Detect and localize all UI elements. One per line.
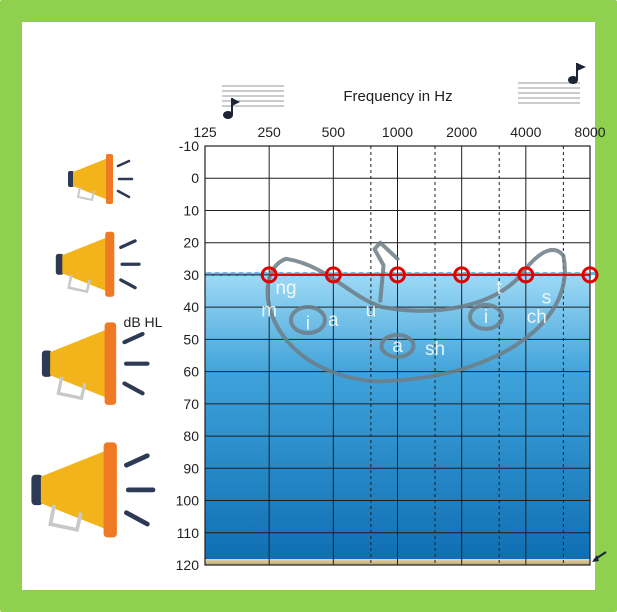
y-tick-labels: -10 0 10 20 30 40 50 60 70 80 90 100 110 120 <box>176 138 200 573</box>
grid-lines <box>204 145 591 566</box>
y-tick-label: 0 <box>191 170 199 186</box>
y-tick-label: -10 <box>179 138 199 154</box>
x-tick-label: 125 <box>193 124 217 140</box>
speech-sound-label: i <box>484 307 488 328</box>
x-tick-labels: 125 250 500 1000 2000 4000 8000 <box>193 124 605 140</box>
megaphone-icon <box>55 231 141 297</box>
y-tick-label: 50 <box>183 331 199 347</box>
y-tick-label: 120 <box>176 557 200 573</box>
speech-sound-label: ch <box>527 307 547 328</box>
y-tick-label: 10 <box>183 202 199 218</box>
y-tick-label: 90 <box>183 460 199 476</box>
speech-sound-label: a <box>328 310 339 331</box>
megaphone-column <box>31 154 156 538</box>
y-tick-label: 100 <box>176 493 200 509</box>
x-axis-label: Frequency in Hz <box>343 88 452 105</box>
speech-sound-label: u <box>366 300 377 321</box>
speech-sound-label: t <box>497 278 503 299</box>
vowel-circle-i <box>288 305 327 336</box>
banana-outline <box>265 248 567 384</box>
speech-banana <box>265 240 567 384</box>
vowel-circle-i-2 <box>467 302 504 331</box>
y-axis-label: dB HL <box>124 314 163 330</box>
y-tick-label: 40 <box>183 299 199 315</box>
y-tick-label: 60 <box>183 364 199 380</box>
banana-hook <box>372 240 400 303</box>
threshold-marker <box>453 266 471 284</box>
y-tick-label: 20 <box>183 235 199 251</box>
y-tick-label: 70 <box>183 396 199 412</box>
y-tick-label: 110 <box>177 525 200 541</box>
megaphone-icon <box>41 322 150 405</box>
speech-sound-label: s <box>542 287 552 308</box>
x-tick-label: 500 <box>322 124 346 140</box>
speech-sound-label: a <box>392 336 403 357</box>
threshold-marker <box>517 266 535 284</box>
threshold-marker <box>581 266 599 284</box>
x-tick-label: 8000 <box>574 124 605 140</box>
megaphone-icon <box>68 154 134 204</box>
x-tick-label: 250 <box>257 124 281 140</box>
threshold-marker <box>324 266 342 284</box>
y-tick-label: 30 <box>183 267 199 283</box>
megaphone-icon <box>31 442 156 538</box>
speech-sound-label: i <box>306 313 310 334</box>
x-tick-label: 2000 <box>446 124 477 140</box>
threshold-marker <box>260 266 278 284</box>
music-note-high-icon <box>518 63 586 104</box>
speech-sound-label: sh <box>425 339 445 360</box>
threshold-marker <box>389 266 406 284</box>
y-tick-label: 80 <box>183 428 199 444</box>
speech-sound-label: m <box>261 300 277 321</box>
arrow-icon <box>592 551 607 562</box>
speech-sound-label: ng <box>275 278 296 299</box>
x-tick-label: 4000 <box>510 124 541 140</box>
music-note-low-icon <box>222 85 284 119</box>
x-tick-label: 1000 <box>382 124 413 140</box>
vowel-circle-a <box>379 332 416 359</box>
threshold-series <box>260 266 599 284</box>
